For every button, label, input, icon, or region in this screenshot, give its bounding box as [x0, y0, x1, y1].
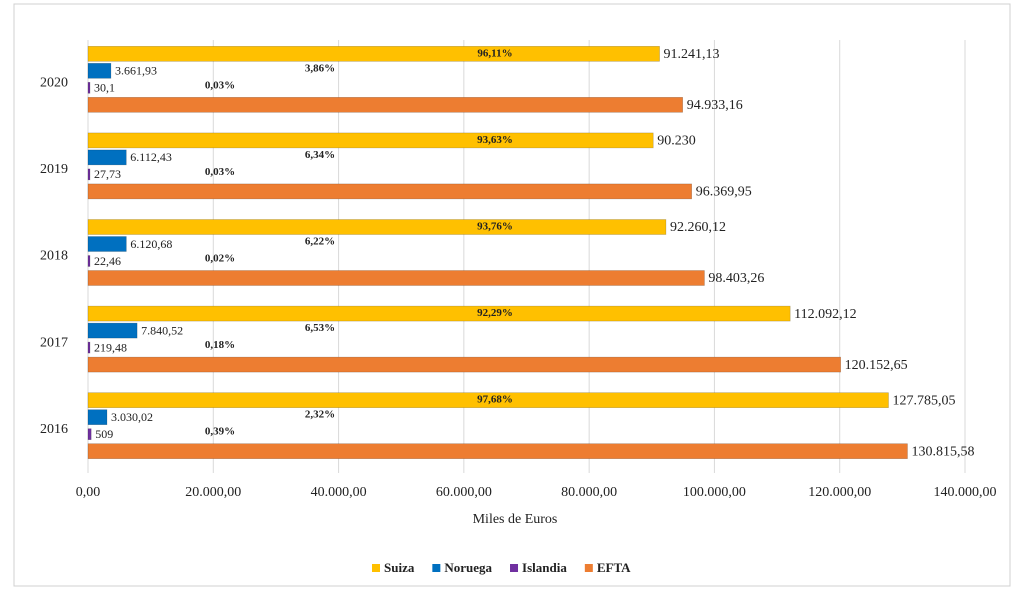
x-tick-label: 60.000,00 [436, 485, 492, 500]
value-label: 90.230 [657, 134, 696, 149]
x-tick-label: 100.000,00 [683, 485, 746, 500]
share-label: 0,18% [205, 339, 235, 351]
share-label: 6,34% [305, 149, 335, 161]
share-label: 93,63% [477, 134, 513, 146]
legend-swatch [510, 564, 519, 572]
share-label: 92,29% [477, 307, 513, 319]
y-tick-label: 2017 [40, 335, 68, 350]
legend-swatch [372, 564, 380, 572]
bar [87, 132, 654, 149]
legend-label: Islandia [522, 560, 567, 575]
share-label: 6,22% [305, 236, 335, 248]
share-label: 3,86% [305, 62, 335, 74]
bar [87, 219, 667, 235]
value-label: 6.120,68 [130, 237, 172, 251]
value-label: 92.260,12 [670, 220, 726, 235]
y-tick-label: 2016 [40, 422, 68, 437]
share-label: 6,53% [305, 322, 335, 334]
x-tick-label: 140.000,00 [934, 485, 997, 500]
value-label: 27,73 [94, 167, 121, 181]
bar [87, 341, 91, 354]
value-label: 3.030,02 [111, 410, 153, 424]
value-label: 127.785,05 [892, 393, 955, 408]
bar [87, 305, 791, 322]
bar [87, 322, 138, 339]
bar [87, 82, 91, 94]
x-axis-label: Miles de Euros [473, 512, 558, 527]
value-label: 112.092,12 [794, 307, 856, 322]
share-label: 97,68% [477, 394, 513, 406]
value-label: 3.661,93 [115, 64, 157, 78]
value-label: 98.403,26 [708, 271, 764, 286]
legend-swatch [432, 564, 441, 572]
bar [87, 392, 889, 409]
share-label: 0,03% [205, 166, 235, 178]
legend-label: Suiza [384, 560, 415, 575]
bar [87, 428, 92, 441]
share-label: 96,11% [477, 47, 512, 59]
x-tick-label: 20.000,00 [185, 485, 241, 500]
y-tick-label: 2018 [40, 249, 68, 264]
value-label: 22,46 [94, 254, 121, 268]
bar [87, 62, 112, 79]
value-label: 6.112,43 [130, 150, 172, 164]
bar [87, 443, 908, 460]
bar [87, 409, 108, 426]
value-label: 96.369,95 [696, 185, 752, 200]
value-label: 509 [95, 427, 113, 441]
share-label: 0,39% [205, 426, 235, 438]
legend-swatch [584, 564, 593, 572]
bar [87, 183, 692, 200]
bar [87, 356, 841, 373]
x-tick-label: 120.000,00 [808, 485, 871, 500]
bar [87, 236, 127, 252]
legend-label: Noruega [444, 560, 492, 575]
bar [87, 97, 683, 113]
share-label: 0,02% [205, 253, 235, 265]
value-label: 120.152,65 [845, 358, 908, 373]
x-tick-label: 80.000,00 [561, 485, 617, 500]
legend-label: EFTA [597, 560, 631, 575]
value-label: 91.241,13 [664, 47, 720, 62]
x-tick-label: 0,00 [76, 485, 101, 500]
bar [87, 270, 705, 286]
y-tick-label: 2020 [40, 76, 68, 91]
share-label: 0,03% [205, 79, 235, 91]
bar [87, 255, 91, 267]
y-tick-label: 2019 [40, 162, 68, 177]
value-label: 130.815,58 [911, 444, 974, 459]
share-label: 93,76% [477, 221, 513, 233]
share-label: 2,32% [305, 409, 335, 421]
value-label: 7.840,52 [141, 323, 183, 337]
bar [87, 168, 91, 181]
value-label: 219,48 [94, 340, 127, 354]
bar [87, 45, 660, 62]
bar [87, 149, 127, 166]
value-label: 30,1 [94, 81, 115, 95]
x-tick-label: 40.000,00 [311, 485, 367, 500]
value-label: 94.933,16 [687, 98, 743, 113]
